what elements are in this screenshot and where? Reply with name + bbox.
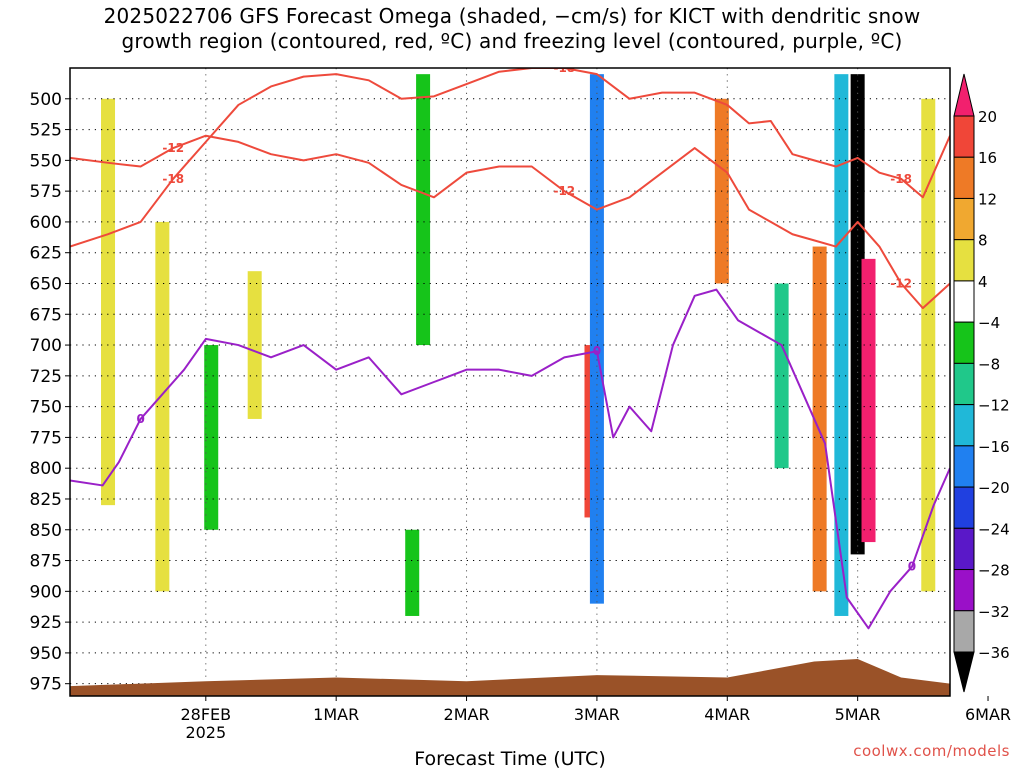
omega-column-4 [405, 529, 420, 616]
y-tick-label-850: 850 [30, 521, 62, 541]
colorbar-swatch-9 [953, 486, 975, 529]
colorbar-swatch-4 [953, 280, 975, 323]
contour-line-2 [70, 288, 950, 630]
omega-column-3 [247, 271, 262, 419]
colorbar-label-2: 12 [978, 190, 997, 208]
y-axis: 500 525 550 575 600 625 650 675 700 725 750 775 800 8… [30, 90, 70, 695]
contour-label-2-1: 0 [593, 344, 601, 358]
y-tick-label-700: 700 [30, 336, 62, 356]
y-tick-label-500: 500 [30, 90, 62, 110]
y-tick-label-800: 800 [30, 459, 62, 479]
contour-label-1-0: -12 [162, 141, 184, 155]
y-tick-label-550: 550 [30, 151, 62, 171]
chart-title-line2: growth region (contoured, red, ºC) and f… [121, 29, 903, 53]
y-tick-label-900: 900 [30, 582, 62, 602]
y-tick-label-725: 725 [30, 367, 62, 387]
omega-column-0 [101, 98, 116, 506]
colorbar-swatch-7 [953, 404, 975, 447]
colorbar-label-0: 20 [978, 108, 997, 126]
credit-text: coolwx.com/models [853, 742, 1010, 760]
contour-line-0 [70, 68, 950, 248]
y-tick-label-775: 775 [30, 428, 62, 448]
y-tick-label-950: 950 [30, 644, 62, 664]
contour-label-0-1: -18 [553, 61, 575, 75]
colorbar-label-8: −16 [978, 438, 1010, 456]
contour-label-2-2: 0 [908, 560, 916, 574]
colorbar-label-13: −36 [978, 644, 1010, 662]
x-tick-label-1MAR: 1MAR [313, 705, 359, 724]
colorbar-label-4: 4 [978, 273, 988, 291]
chart-title-line1: 2025022706 GFS Forecast Omega (shaded, −… [103, 4, 921, 28]
omega-column-10 [812, 246, 827, 592]
x-tick-label-2MAR: 2MAR [444, 705, 490, 724]
y-tick-label-675: 675 [30, 305, 62, 325]
contour-label-2-0: 0 [136, 412, 144, 426]
colorbar-label-7: −12 [978, 397, 1010, 415]
y-tick-label-925: 925 [30, 613, 62, 633]
y-tick-label-975: 975 [30, 675, 62, 695]
colorbar-label-10: −24 [978, 520, 1010, 538]
colorbar-label-6: −8 [978, 355, 1000, 373]
contour-label-0-0: -18 [162, 172, 184, 186]
omega-column-14 [921, 98, 936, 592]
omega-column-1 [155, 221, 170, 592]
colorbar: 20 16 12 8 4 −4 −8 −12 −16 −20 −24 −28 −32 −36 [953, 73, 1010, 693]
omega-column-7 [589, 74, 604, 604]
omega-column-2 [204, 345, 219, 530]
omega-column-5 [416, 74, 431, 346]
chart-title: 2025022706 GFS Forecast Omega (shaded, −… [0, 4, 1024, 54]
y-tick-label-575: 575 [30, 182, 62, 202]
omega-column-9 [774, 283, 789, 469]
terrain-area [70, 659, 950, 696]
x-tick-label-6MAR: 6MAR [965, 705, 1011, 724]
contour-line-1 [70, 134, 950, 310]
colorbar-swatch-10 [953, 527, 975, 571]
colorbar-label-3: 8 [978, 232, 988, 250]
colorbar-label-11: −28 [978, 562, 1010, 580]
x-tick-label-4MAR: 4MAR [704, 705, 750, 724]
omega-column-11 [834, 74, 849, 616]
colorbar-top-arrow [953, 73, 975, 117]
y-tick-label-600: 600 [30, 213, 62, 233]
colorbar-label-1: 16 [978, 149, 997, 167]
x-tick-label-5MAR: 5MAR [835, 705, 881, 724]
y-tick-label-875: 875 [30, 552, 62, 572]
y-tick-label-825: 825 [30, 490, 62, 510]
x-axis-title: Forecast Time (UTC) [414, 748, 605, 768]
colorbar-swatch-11 [953, 569, 975, 612]
terrain-fill [70, 659, 950, 696]
colorbar-swatch-3 [953, 239, 975, 282]
colorbar-swatch-0 [953, 115, 975, 158]
omega-shading [101, 74, 936, 616]
y-tick-label-625: 625 [30, 244, 62, 264]
colorbar-swatch-2 [953, 197, 975, 241]
colorbar-swatch-8 [953, 445, 975, 488]
x-tick-sublabel-28FEB: 2025 [185, 723, 226, 742]
x-tick-label-3MAR: 3MAR [574, 705, 620, 724]
plot-frame [69, 67, 951, 697]
contour-label-0-2: -18 [890, 172, 912, 186]
omega-column-13 [861, 258, 876, 543]
x-tick-label-28FEB: 28FEB [180, 705, 231, 724]
y-tick-label-750: 750 [30, 398, 62, 418]
colorbar-bottom-arrow [953, 651, 975, 693]
y-tick-label-525: 525 [30, 121, 62, 141]
contour-lines: -18 -18 -18 -12 -12 -12 0 0 0 [70, 61, 950, 630]
colorbar-label-12: −32 [978, 603, 1010, 621]
colorbar-label-9: −20 [978, 479, 1010, 497]
colorbar-swatch-5 [953, 321, 975, 364]
contour-label-1-1: -12 [553, 184, 575, 198]
colorbar-swatch-6 [953, 362, 975, 406]
y-tick-label-650: 650 [30, 274, 62, 294]
colorbar-swatch-12 [953, 610, 975, 653]
colorbar-label-5: −4 [978, 314, 1000, 332]
contour-label-1-2: -12 [890, 276, 912, 290]
colorbar-swatch-1 [953, 156, 975, 199]
